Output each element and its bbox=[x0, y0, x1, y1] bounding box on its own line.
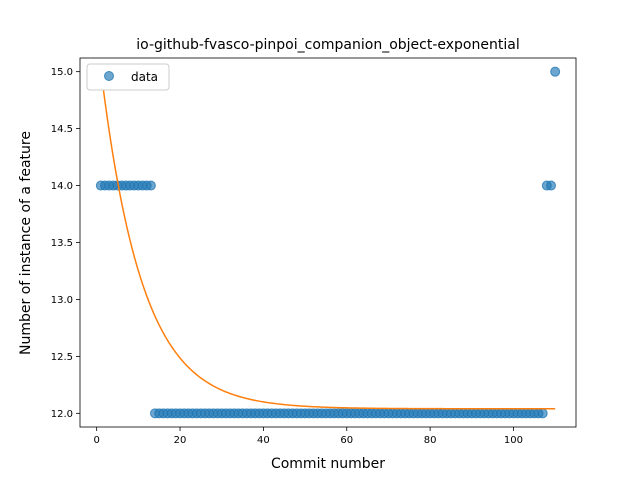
x-axis-label: Commit number bbox=[271, 456, 385, 472]
y-tick-label: 14.0 bbox=[51, 181, 73, 192]
legend-label-data: data bbox=[131, 70, 158, 84]
fit-line bbox=[100, 69, 556, 410]
data-point bbox=[550, 66, 561, 77]
x-tick-label: 100 bbox=[504, 435, 523, 446]
y-tick-label: 12.0 bbox=[51, 409, 73, 420]
x-tick-label: 40 bbox=[257, 435, 270, 446]
data-point bbox=[145, 180, 156, 191]
y-tick-label: 12.5 bbox=[51, 352, 73, 363]
x-tick-label: 80 bbox=[424, 435, 437, 446]
plot-area bbox=[79, 57, 577, 428]
legend-marker-data bbox=[104, 71, 114, 81]
y-axis-label: Number of instance of a feature bbox=[18, 131, 34, 355]
y-axis: 12.0 12.5 13.0 13.5 14.0 14.5 15.0 bbox=[51, 67, 80, 420]
x-tick-label: 0 bbox=[93, 435, 99, 446]
legend-box bbox=[86, 63, 170, 91]
y-tick-label: 14.5 bbox=[51, 124, 73, 135]
chart-title: io-github-fvasco-pinpoi_companion_object… bbox=[136, 37, 519, 53]
data-point bbox=[545, 180, 556, 191]
y-tick-label: 13.0 bbox=[51, 295, 73, 306]
x-tick-label: 60 bbox=[340, 435, 353, 446]
x-tick-label: 20 bbox=[174, 435, 187, 446]
x-axis: 0 20 40 60 80 100 bbox=[93, 427, 523, 446]
y-tick-label: 15.0 bbox=[51, 67, 73, 78]
legend: data bbox=[86, 63, 170, 91]
data-point bbox=[537, 408, 548, 419]
y-tick-label: 13.5 bbox=[51, 238, 73, 249]
